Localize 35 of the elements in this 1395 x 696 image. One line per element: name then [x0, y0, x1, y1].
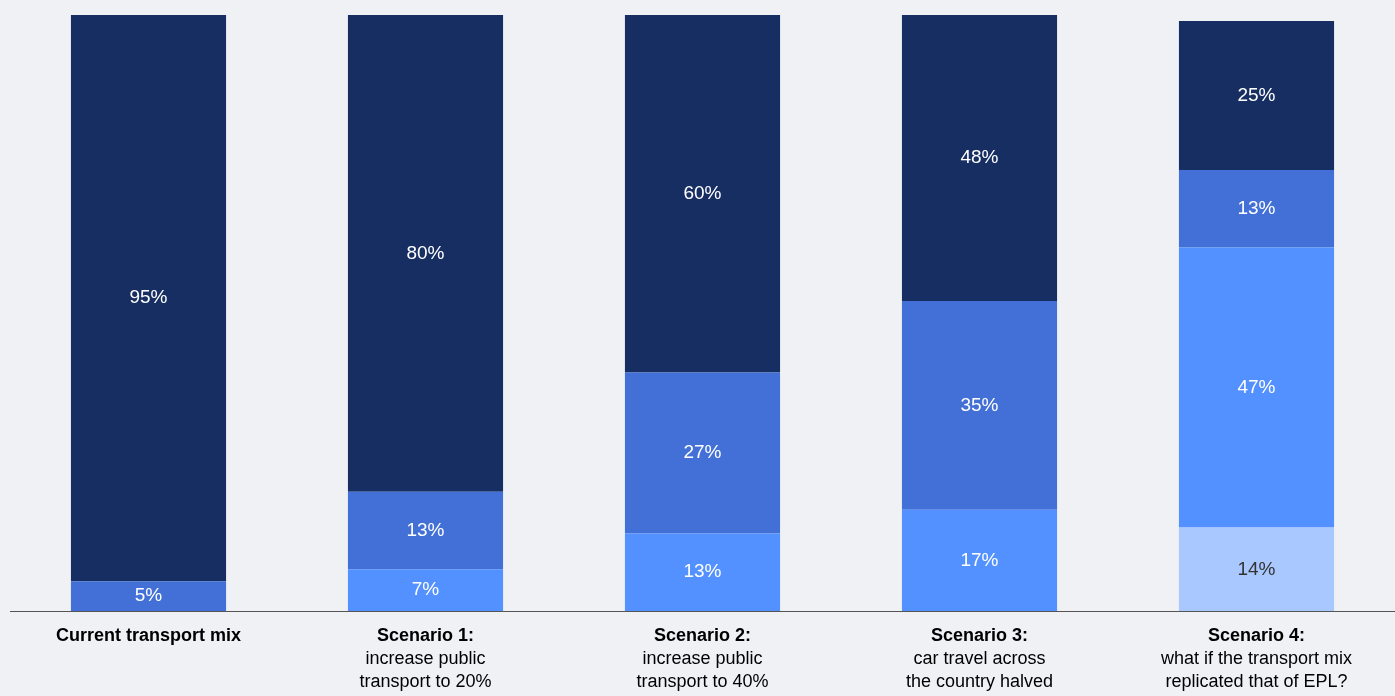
bar: [1178, 169, 1335, 248]
bar: [1178, 20, 1335, 170]
data-label: 47%: [1237, 375, 1276, 397]
data-label: 60%: [683, 182, 722, 204]
bar: [901, 15, 1058, 302]
bar: [624, 372, 781, 534]
data-label: 80%: [406, 241, 445, 263]
x-tick-label: Scenario 2: increase public transport to 40%: [636, 624, 769, 691]
x-tick-label: Scenario 3: car travel across the country halved: [905, 624, 1054, 691]
bar: [624, 15, 781, 373]
bar: [70, 15, 227, 582]
bar: [901, 509, 1058, 611]
bar: [1178, 527, 1335, 611]
data-label: 13%: [406, 518, 445, 540]
data-label: 48%: [960, 146, 999, 168]
data-label: 27%: [683, 441, 722, 463]
x-tick-label: Scenario 4: what if the transport mix replicated that of EPL?: [1159, 624, 1353, 691]
x-tick-label: Scenario 1: increase public transport to 20%: [359, 624, 492, 691]
data-label: 25%: [1237, 83, 1276, 105]
data-label: 13%: [683, 560, 722, 582]
data-label: 5%: [134, 584, 163, 606]
data-label: 17%: [960, 548, 999, 570]
data-label: 14%: [1237, 557, 1276, 579]
data-label: 35%: [960, 393, 999, 415]
bar: [347, 491, 504, 570]
bar: [347, 15, 504, 492]
x-tick-label: Current transport mix: [55, 624, 242, 645]
bar: [624, 533, 781, 611]
data-label: 13%: [1237, 196, 1276, 218]
data-label: 7%: [411, 578, 440, 600]
data-label: 95%: [129, 286, 168, 308]
bar: [1178, 247, 1335, 528]
bar: [347, 569, 504, 611]
bar: [901, 301, 1058, 510]
bar: [70, 581, 227, 611]
